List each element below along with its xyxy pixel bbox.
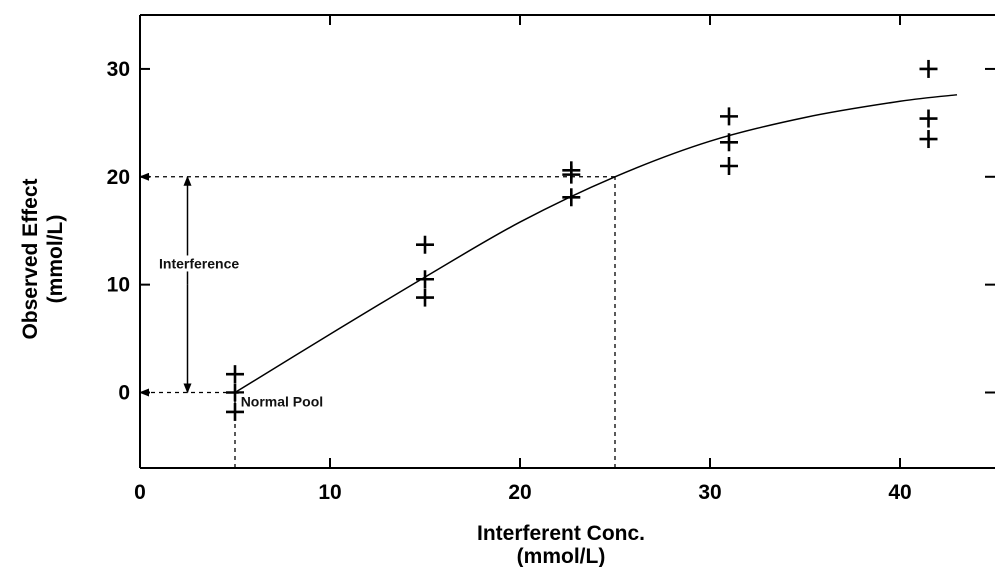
data-points [226, 59, 938, 421]
x-axis-unit: (mmol/L) [517, 545, 606, 567]
data-point [416, 235, 434, 254]
x-tick-label: 0 [134, 481, 146, 504]
data-point [919, 109, 938, 128]
annotation-label: Interference [159, 255, 239, 271]
data-point [226, 402, 244, 421]
x-tick-label: 20 [508, 481, 531, 504]
x-tick-label: 10 [318, 481, 341, 504]
axis-ticks: 0 10 20 30 40 0 10 20 30 [107, 15, 995, 504]
data-point [226, 383, 244, 402]
data-point [919, 59, 938, 78]
x-tick-label: 40 [888, 481, 911, 504]
axis-labels: Interferent Conc. (mmol/L) Observed Effe… [19, 178, 645, 567]
data-point [720, 133, 738, 152]
x-axis-title: Interferent Conc. [477, 522, 645, 545]
data-point [562, 165, 581, 184]
y-axis-unit: (mmol/L) [44, 215, 67, 304]
data-point [226, 365, 244, 384]
data-point [562, 188, 581, 207]
annotations: Interference Normal Pool [157, 255, 326, 410]
annotation-background [157, 255, 242, 272]
reference-lines [139, 172, 616, 468]
data-point [720, 107, 738, 126]
data-point [720, 157, 738, 175]
annotation-background [238, 393, 326, 410]
x-tick-label: 30 [698, 481, 721, 504]
y-tick-label: 30 [107, 58, 130, 81]
y-tick-label: 20 [107, 166, 130, 189]
fitted-curve [234, 94, 958, 394]
data-point [416, 288, 434, 307]
data-point [416, 270, 434, 289]
y-tick-label: 0 [118, 382, 130, 405]
data-point [919, 130, 938, 149]
y-axis-title: Observed Effect [19, 178, 42, 339]
annotation-label: Normal Pool [241, 394, 323, 410]
y-tick-label: 10 [107, 274, 130, 297]
fitted-curve-line [234, 94, 958, 394]
